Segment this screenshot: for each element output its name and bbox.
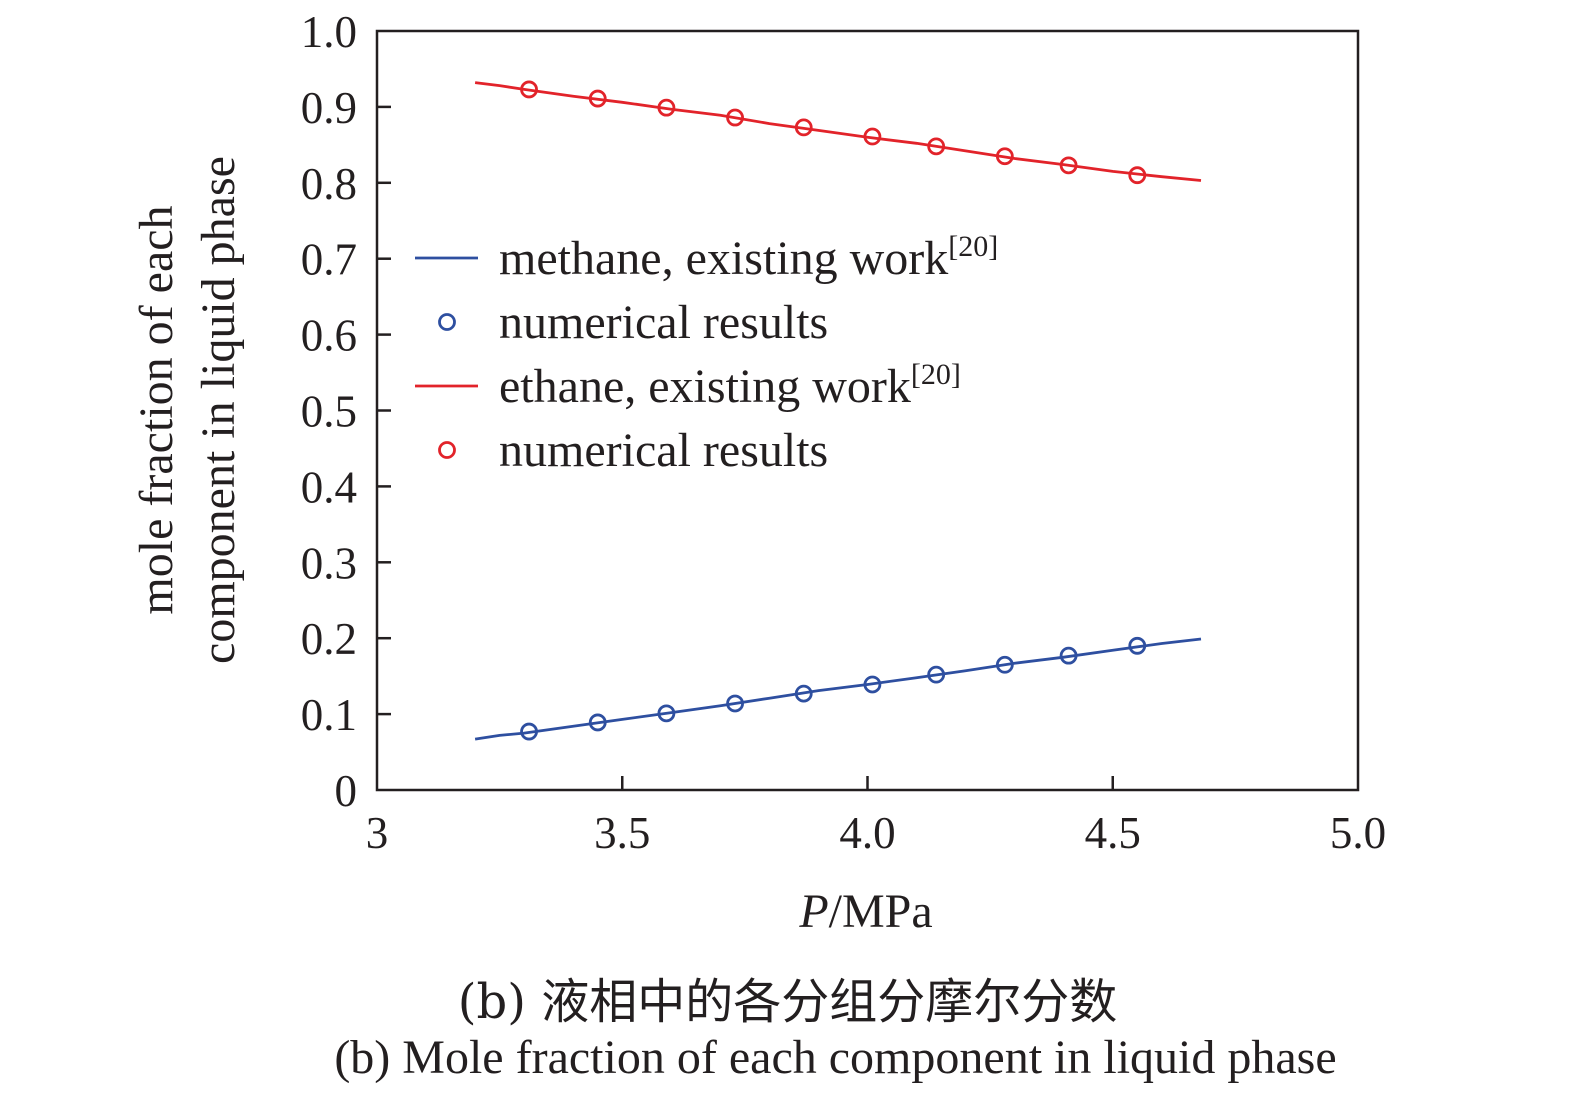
y-tick-label: 0: [335, 766, 358, 816]
y-tick-label: 0.8: [301, 159, 357, 209]
series-line-2: [474, 81, 1202, 182]
x-tick-label: 4.0: [839, 808, 895, 858]
series-marker-3: [927, 137, 946, 156]
y-axis-label-line2: component in liquid phase: [192, 156, 245, 664]
series-line-0: [474, 637, 1202, 741]
legend-label-text: numerical results: [499, 296, 828, 349]
y-tick-label: 0.7: [301, 235, 357, 285]
series-marker-1: [995, 655, 1014, 674]
series-marker-3: [1128, 166, 1147, 185]
y-axis-label-line1: mole fraction of each: [130, 205, 183, 614]
x-tick-label: 3.5: [594, 808, 650, 858]
y-axis: 0 0.1 0.2 0.3 0.4 0.5 0.6 0.7 0.8 0.9 1.0: [301, 7, 391, 816]
series-marker-1: [794, 684, 813, 703]
series-marker-3: [520, 80, 538, 99]
series-marker-1: [863, 675, 882, 694]
legend-label: ethane, existing work[20]: [499, 358, 961, 413]
y-tick-label: 0.4: [301, 462, 357, 512]
series-marker-1: [927, 665, 946, 684]
legend: methane, existing work[20]numerical resu…: [415, 230, 998, 477]
series-marker-1: [1128, 636, 1147, 655]
series-marker-3: [794, 118, 813, 137]
x-tick-label: 4.5: [1085, 808, 1141, 858]
y-tick-label: 0.6: [301, 311, 357, 361]
figure-caption-english-text: (b) Mole fraction of each component in l…: [334, 1031, 1337, 1084]
legend-label-text: ethane, existing work: [499, 360, 911, 413]
legend-label: numerical results: [499, 424, 828, 477]
x-tick-label: 5.0: [1330, 808, 1386, 858]
y-tick-label: 1.0: [301, 7, 357, 57]
legend-label-reference: [20]: [948, 230, 998, 263]
figure-caption-english: (b) Mole fraction of each component in l…: [0, 1030, 1575, 1085]
series-marker-1: [1059, 646, 1078, 665]
series-marker-3: [995, 147, 1014, 166]
x-axis-label-unit: /MPa: [829, 885, 933, 938]
y-tick-label: 0.1: [301, 690, 357, 740]
x-tick-label: 3: [366, 808, 389, 858]
legend-label-reference: [20]: [911, 358, 961, 391]
legend-marker-swatch: [438, 441, 456, 459]
legend-label-text: numerical results: [499, 424, 828, 477]
legend-marker-swatch: [438, 313, 456, 331]
legend-label: numerical results: [499, 296, 828, 349]
series-marker-1: [657, 704, 676, 723]
series-marker-1: [520, 722, 538, 741]
x-axis-label: P/MPa: [798, 885, 932, 938]
x-axis-label-variable: P: [798, 885, 828, 938]
x-axis: 3 3.5 4.0 4.5 5.0: [366, 776, 1386, 858]
chart-figure: 3 3.5 4.0 4.5 5.0 00.10.20.30.40.50.60.70.80…: [130, 7, 1386, 938]
y-tick-label: 0.2: [301, 614, 357, 664]
legend-label: methane, existing work[20]: [499, 230, 998, 285]
series-marker-1: [726, 694, 744, 713]
y-tick-label: 0.5: [301, 387, 357, 437]
y-tick-label: 0.3: [301, 538, 357, 588]
series-marker-3: [863, 127, 882, 146]
series-marker-1: [588, 713, 607, 732]
plot-area: [474, 80, 1202, 741]
series-marker-3: [588, 89, 607, 108]
legend-label-text: methane, existing work: [499, 232, 948, 285]
series-marker-3: [726, 108, 744, 127]
y-tick-label: 0.9: [301, 83, 357, 133]
y-axis-label: mole fraction of each component in liqui…: [130, 156, 245, 664]
series-marker-3: [657, 98, 676, 117]
figure-caption-chinese: (b) 液相中的各分组分摩尔分数: [457, 974, 1118, 1030]
series-marker-3: [1059, 156, 1078, 175]
